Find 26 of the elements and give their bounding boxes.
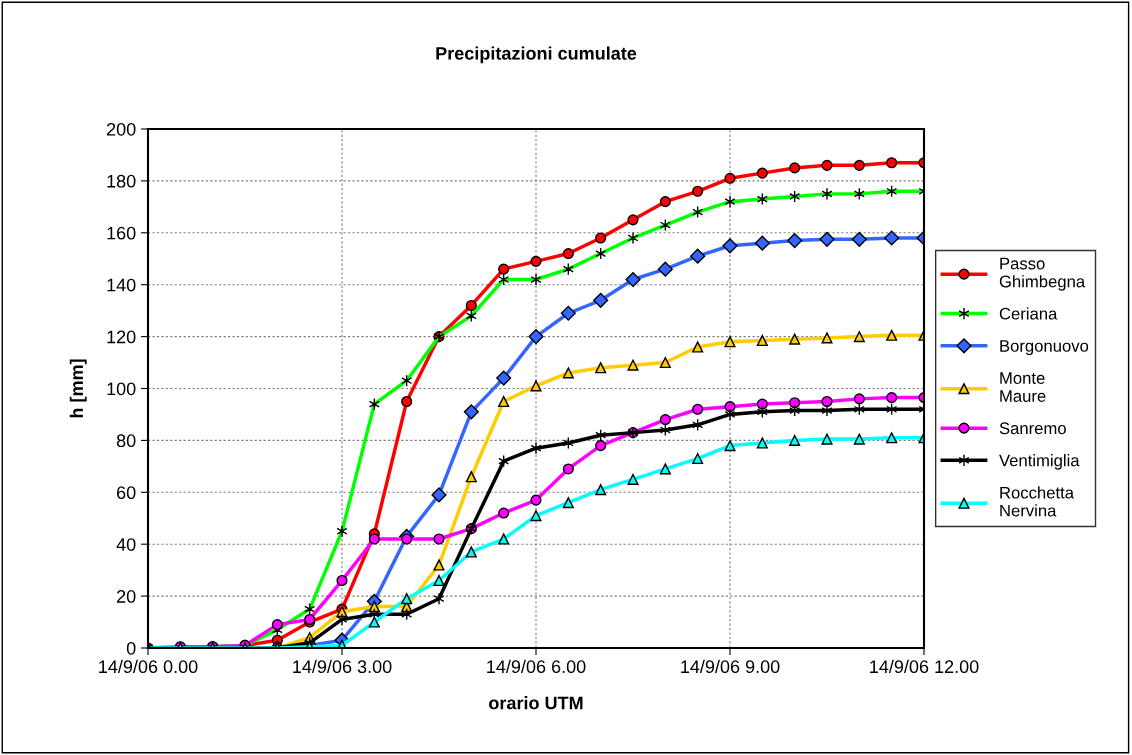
x-tick-label: 14/9/06 0.00 [99,659,198,674]
x-tick-label: 14/9/06 9.00 [681,659,780,674]
y-tick-label: 0 [126,641,136,655]
y-tick-label: 60 [117,486,136,500]
y-tick-label: 80 [116,434,136,448]
y-tick-label: 180 [107,174,136,188]
legend-label: Monte Maure [1000,372,1046,402]
y-tick-label: 160 [107,226,136,240]
y-tick-label: 140 [107,278,136,292]
y-tick-label: 120 [107,330,136,344]
legend-label: Sanremo [999,422,1066,435]
legend-label: Passo Ghimbegna [999,257,1086,291]
x-axis-title: orario UTM [489,696,583,710]
y-axis-title: h [mm] [69,359,87,418]
legend-label: Ceriana [999,307,1058,320]
y-tick-label: 100 [107,382,136,396]
y-tick-label: 20 [117,590,136,603]
legend-label: Borgonuovo [1000,340,1089,356]
legend-label: Rocchetta Nervina [1000,486,1075,517]
y-tick-label: 200 [106,122,136,136]
y-tick-label: 40 [116,538,136,551]
legend-label: Ventimiglia [999,454,1080,470]
x-tick-label: 14/9/06 12.00 [870,659,979,674]
chart-title: Precipitazioni cumulate [436,46,637,64]
x-tick-label: 14/9/06 3.00 [293,659,392,674]
x-tick-label: 14/9/06 6.00 [487,659,586,674]
